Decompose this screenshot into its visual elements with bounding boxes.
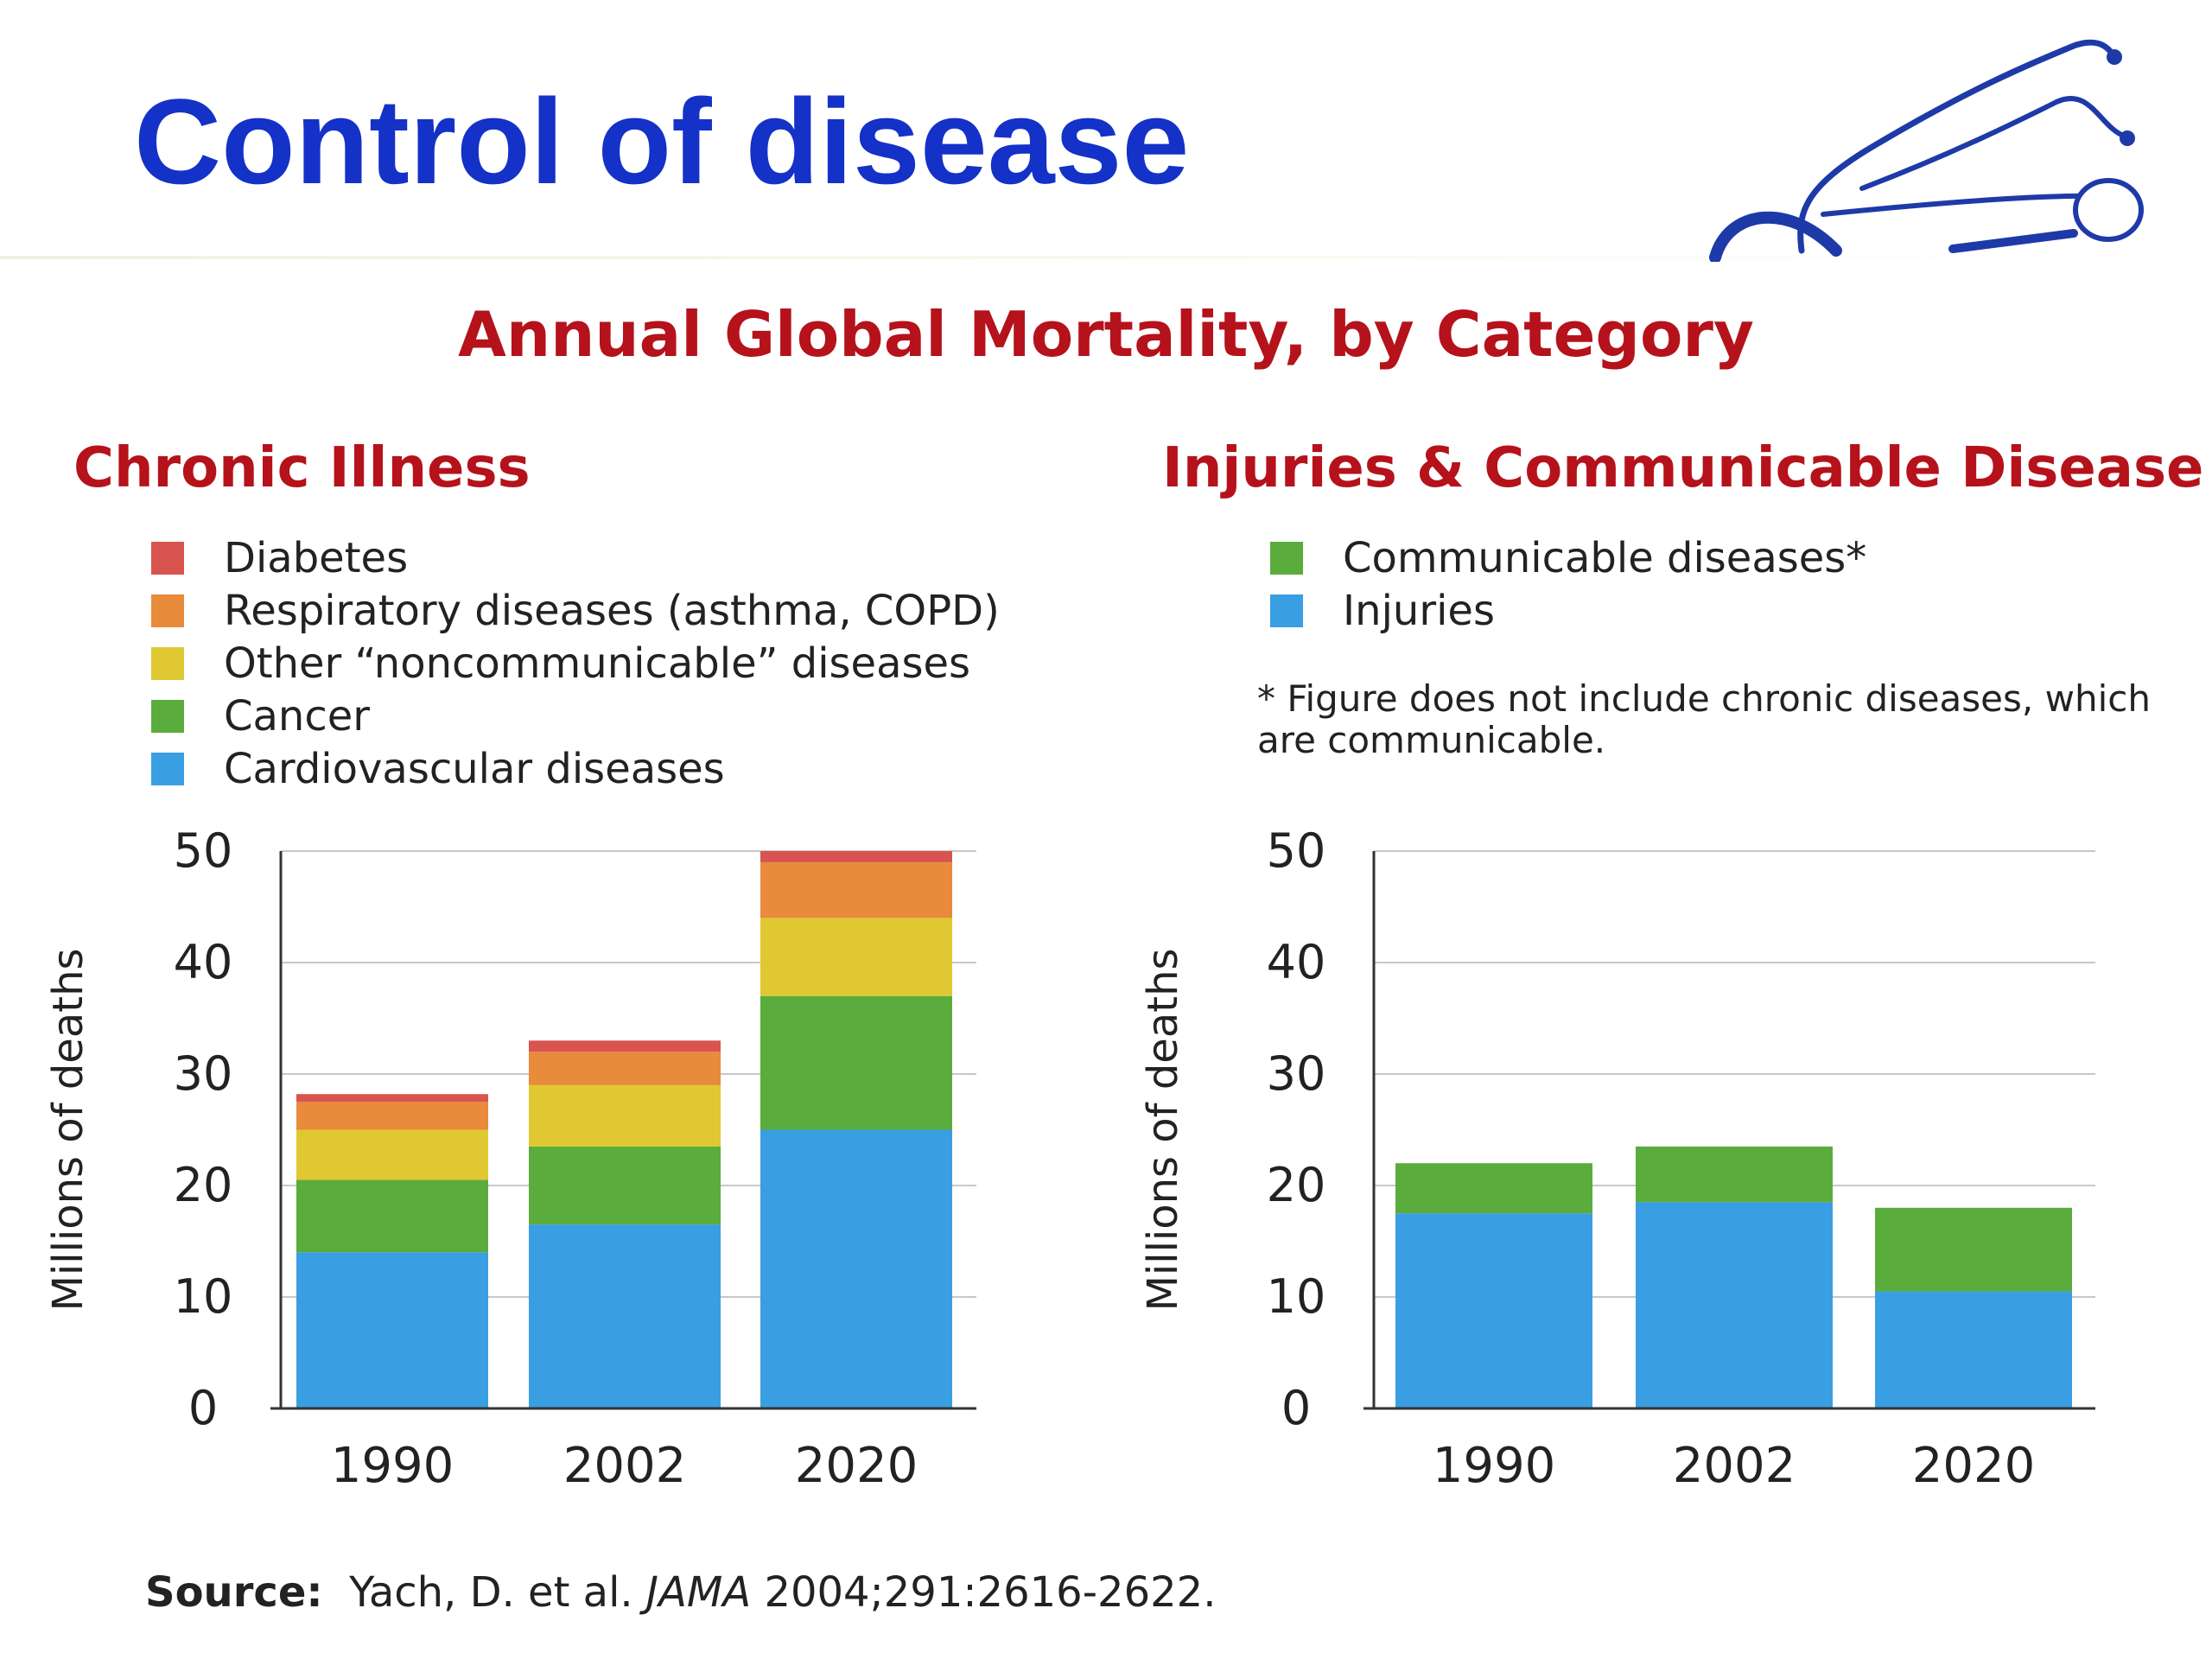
bar-segment — [1636, 1146, 1833, 1203]
slide-title: Control of disease — [134, 73, 1190, 209]
legend-label: Diabetes — [224, 533, 409, 582]
y-tick-label: 40 — [1267, 935, 1326, 989]
header-divider — [0, 256, 2212, 259]
legend-swatch — [1270, 541, 1303, 575]
legend-label: Other “noncommunicable” diseases — [224, 639, 971, 688]
y-tick-label: 10 — [174, 1269, 233, 1324]
source-authors: Yach, D. et al. — [349, 1568, 633, 1617]
legend-item-communicable: Communicable diseases* — [1270, 531, 1866, 584]
legend-swatch — [151, 594, 184, 627]
stethoscope-icon — [1709, 39, 2144, 262]
y-tick-label: 50 — [174, 823, 233, 878]
x-tick-label: 1990 — [331, 1438, 454, 1494]
injuries-panel-title: Injuries & Communicable Disease — [1162, 436, 2204, 500]
legend-item-cancer: Cancer — [151, 690, 1000, 742]
y-tick-label: 40 — [174, 935, 233, 989]
bar-segment — [760, 918, 952, 996]
bar-segment — [1395, 1163, 1592, 1214]
legend-label: Injuries — [1343, 586, 1495, 635]
footnote: * Figure does not include chronic diseas… — [1257, 677, 2151, 761]
x-tick-label: 1990 — [1433, 1438, 1556, 1494]
y-tick-label: 20 — [1267, 1158, 1326, 1212]
source-ref: 2004;291:2616-2622. — [764, 1568, 1217, 1617]
y-tick-label: 0 — [1281, 1381, 1311, 1435]
legend-label: Cancer — [224, 691, 371, 741]
legend-swatch — [151, 541, 184, 575]
bar-segment — [529, 1146, 721, 1225]
bar-segment — [296, 1252, 488, 1408]
bar-segment — [296, 1179, 488, 1253]
y-tick-label: 50 — [1267, 823, 1326, 878]
legend-swatch — [151, 646, 184, 680]
legend-item-other-noncommunicable: Other “noncommunicable” diseases — [151, 637, 1000, 690]
y-tick-label: 10 — [1267, 1269, 1326, 1324]
legend-label: Respiratory diseases (asthma, COPD) — [224, 586, 1000, 635]
x-tick-label: 2020 — [1912, 1438, 2036, 1494]
legend-item-injuries: Injuries — [1270, 584, 1866, 637]
chronic-illness-legend: Diabetes Respiratory diseases (asthma, C… — [151, 531, 1000, 795]
injuries-legend: Communicable diseases* Injuries — [1270, 531, 1866, 637]
y-tick-label: 20 — [174, 1158, 233, 1212]
legend-swatch — [1270, 594, 1303, 627]
y-axis-title: Millions of deaths — [1139, 949, 1187, 1312]
bar-segment — [1875, 1291, 2072, 1408]
legend-swatch — [151, 699, 184, 733]
bar-segment — [1875, 1207, 2072, 1292]
bar-segment — [296, 1129, 488, 1180]
legend-item-respiratory: Respiratory diseases (asthma, COPD) — [151, 584, 1000, 637]
y-axis-title: Millions of deaths — [44, 949, 92, 1312]
bar-segment — [760, 861, 952, 918]
y-tick-label: 30 — [1267, 1046, 1326, 1101]
bar-segment — [1636, 1202, 1833, 1408]
x-tick-label: 2002 — [563, 1438, 687, 1494]
bar-segment — [760, 1129, 952, 1408]
bar-segment — [529, 1052, 721, 1085]
bar-segment — [760, 995, 952, 1130]
source-citation: Source: Yach, D. et al. JAMA 2004;291:26… — [145, 1568, 1216, 1617]
legend-label: Cardiovascular diseases — [224, 744, 725, 793]
bar-segment — [760, 851, 952, 862]
bar-segment — [529, 1224, 721, 1408]
y-tick-label: 30 — [174, 1046, 233, 1101]
bar-segment — [529, 1040, 721, 1052]
legend-swatch — [151, 752, 184, 785]
bar-segment — [296, 1094, 488, 1103]
source-journal: JAMA — [645, 1568, 752, 1617]
y-tick-label: 0 — [188, 1381, 218, 1435]
legend-item-diabetes: Diabetes — [151, 531, 1000, 584]
legend-label: Communicable diseases* — [1343, 533, 1867, 582]
source-label: Source: — [145, 1568, 323, 1617]
chronic-illness-panel-title: Chronic Illness — [73, 436, 531, 500]
bar-segment — [529, 1084, 721, 1147]
x-tick-label: 2020 — [795, 1438, 918, 1494]
bar-segment — [1395, 1213, 1592, 1408]
bar-segment — [296, 1102, 488, 1130]
chart-title: Annual Global Mortality, by Category — [458, 298, 1754, 371]
legend-item-cardiovascular: Cardiovascular diseases — [151, 742, 1000, 795]
x-tick-label: 2002 — [1673, 1438, 1796, 1494]
